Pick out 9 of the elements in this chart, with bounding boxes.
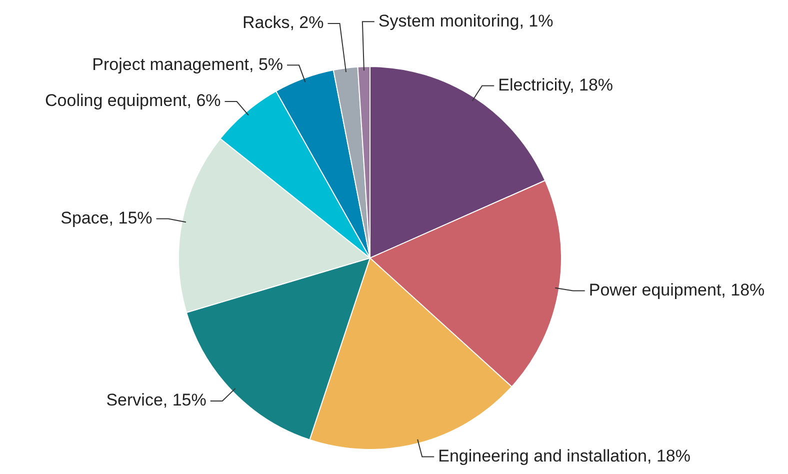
slice-label: Service, 15%: [106, 390, 206, 410]
slice-label: System monitoring, 1%: [378, 11, 554, 30]
slice-label: Project management, 5%: [92, 54, 284, 74]
slice-label: Space, 15%: [60, 208, 152, 228]
slice-label: Racks, 2%: [242, 13, 324, 32]
slice-label: Electricity, 18%: [498, 75, 614, 94]
slice-label: Power equipment, 18%: [588, 280, 765, 300]
slice-label: Cooling equipment, 6%: [45, 91, 221, 110]
slice-label: Engineering and installation, 18%: [438, 446, 690, 466]
